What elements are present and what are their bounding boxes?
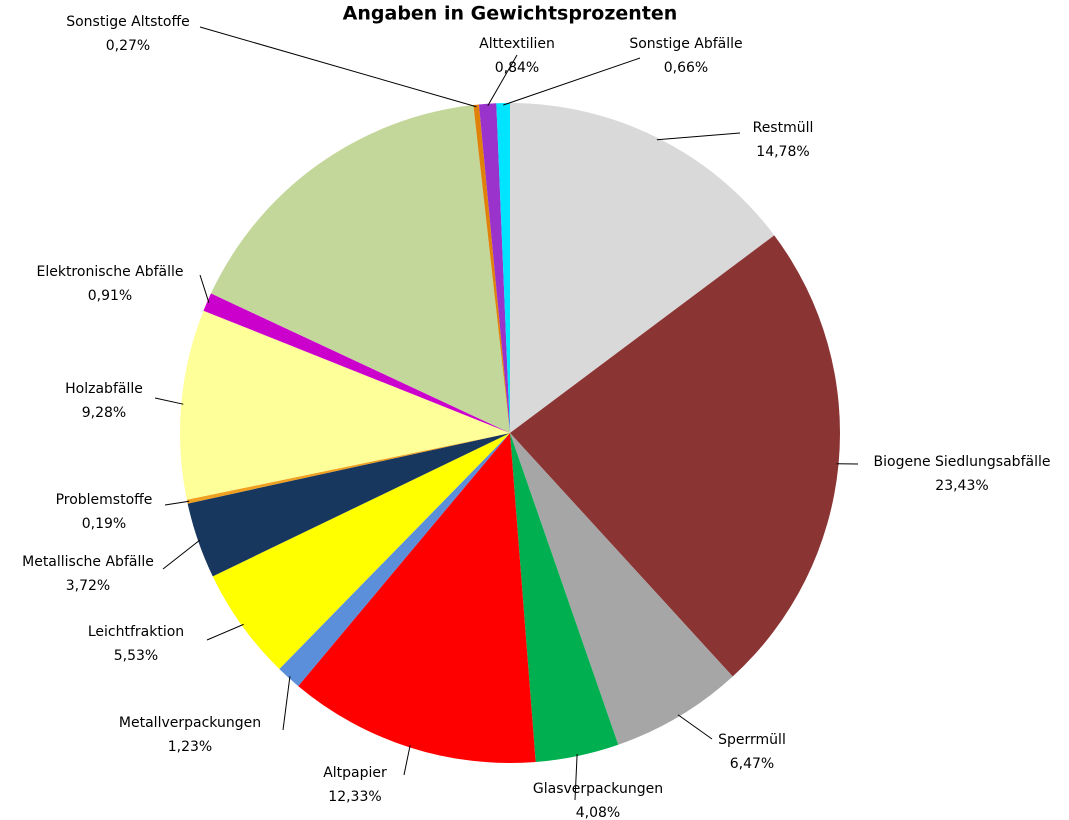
leader-line [487,54,518,107]
value-label: 0,66% [664,60,708,76]
pie-slice [179,310,510,500]
slice-label: Alttextilien [479,36,555,52]
slice-label: Sonstige Altstoffe [66,14,190,30]
pie-slice [298,433,536,763]
slice-label: Leichtfraktion [88,624,184,640]
leader-line [199,26,477,108]
pie-slice [210,105,510,434]
value-label: 0,84% [495,60,539,76]
slice-label: Altpapier [323,765,387,781]
value-label: 0,27% [106,38,150,54]
value-label: 14,78% [756,144,809,160]
pie-slice [187,433,510,577]
leader-line [282,676,291,731]
pie-slice [510,433,619,762]
value-label: 12,33% [328,789,381,805]
slice-label: Metallverpackungen [119,715,261,731]
slice-label: Holzabfälle [65,381,143,397]
chart-title: Angaben in Gewichtsprozenten [343,3,678,25]
leader-line [403,745,411,776]
value-label: 3,72% [66,578,110,594]
leader-line [154,397,184,405]
leader-line [162,539,201,570]
leader-line [656,132,741,141]
leader-line [199,274,210,303]
value-label: 4,08% [576,805,620,820]
value-label: 6,47% [730,756,774,772]
slice-label: Restmüll [753,120,814,136]
pie-slice [510,103,775,433]
value-label: 0,19% [82,516,126,532]
pie-slice [510,433,733,745]
value-label: 9,28% [82,405,126,421]
slice-label: Biogene Siedlungsabfälle [874,454,1051,470]
pie-slice [478,103,510,434]
pie-slice [496,103,510,433]
leader-line [503,57,641,106]
pie-slice [186,433,510,504]
slice-label: Sonstige Abfälle [629,36,742,52]
slice-label: Glasverpackungen [533,781,663,797]
value-label: 23,43% [935,478,988,494]
slice-label: Sperrmüll [718,732,786,748]
pie-slice [510,235,840,677]
slice-label: Problemstoffe [56,492,153,508]
leader-line [164,500,190,506]
pie-slice [212,433,510,669]
pie-slice [279,433,510,687]
leader-line [206,623,244,641]
value-label: 1,23% [168,739,212,755]
value-label: 0,91% [88,288,132,304]
slice-label: Elektronische Abfälle [36,264,183,280]
slice-label: Metallische Abfälle [22,554,154,570]
leader-line [677,714,713,740]
value-label: 5,53% [114,648,158,664]
pie-slice [473,104,510,434]
pie-slice [203,293,510,433]
leader-line [574,754,578,801]
